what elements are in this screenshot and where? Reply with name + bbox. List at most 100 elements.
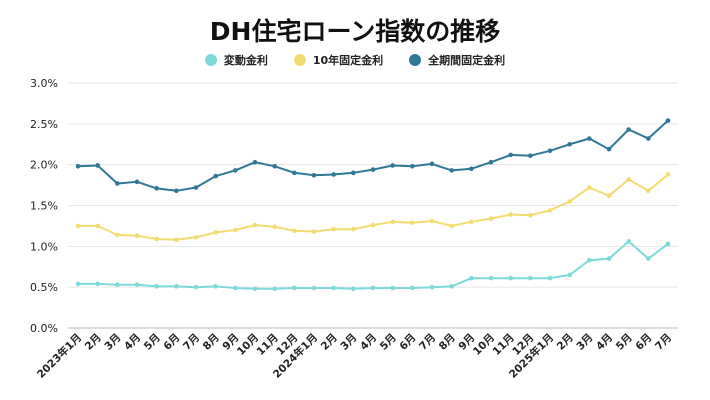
data-point (370, 285, 376, 291)
data-point (331, 226, 336, 232)
x-tick-label: 8月 (201, 332, 222, 353)
x-tick-label: 6月 (633, 332, 654, 353)
x-tick-label: 2023年1月 (34, 331, 84, 381)
data-point (351, 226, 356, 232)
x-tick-label: 6月 (161, 332, 182, 353)
data-point (154, 236, 159, 242)
data-point (95, 223, 100, 229)
legend: 変動金利 10年固定金利 全期間固定金利 (0, 52, 710, 68)
data-point (390, 163, 395, 168)
legend-swatch (409, 54, 422, 66)
data-point (488, 275, 494, 281)
data-point (292, 170, 297, 176)
data-point (429, 161, 435, 167)
data-point (449, 223, 454, 229)
series-line-0 (78, 240, 669, 290)
x-tick-label: 3月 (574, 332, 595, 353)
x-tick-label: 8月 (437, 332, 458, 353)
data-point (95, 281, 100, 287)
series-line-2 (77, 119, 669, 192)
data-point (528, 213, 533, 218)
y-tick-label: 2.5% (30, 118, 58, 131)
data-point (134, 233, 140, 239)
x-tick-label: 10月 (235, 332, 261, 358)
data-point (508, 275, 513, 281)
data-point (213, 230, 218, 235)
y-tick-label: 0.5% (30, 281, 58, 294)
data-point (606, 146, 612, 152)
data-point (233, 227, 238, 233)
data-point (272, 164, 277, 169)
x-tick-label: 4月 (122, 332, 143, 353)
data-point (292, 228, 297, 234)
data-point (134, 282, 140, 288)
chart-title: DH住宅ローン指数の推移 (209, 17, 501, 46)
x-tick-label: 11月 (255, 332, 281, 358)
data-point (134, 179, 140, 185)
data-point (154, 284, 159, 289)
data-point (213, 284, 218, 289)
data-point (547, 208, 553, 213)
legend-item-variable: 変動金利 (204, 52, 268, 68)
x-tick-label: 7月 (653, 332, 674, 353)
y-tick-label: 1.5% (30, 200, 58, 213)
data-point (606, 256, 612, 261)
data-point (528, 153, 533, 158)
legend-label: 10年固定金利 (312, 54, 384, 67)
x-tick-label: 4月 (594, 332, 615, 353)
data-point (311, 285, 317, 291)
y-tick-label: 1.0% (30, 240, 58, 253)
data-point (193, 185, 199, 190)
data-point (410, 220, 415, 225)
x-tick-label: 2月 (555, 332, 576, 353)
data-point (370, 167, 376, 172)
series-line-1 (78, 173, 669, 241)
x-tick-label: 4月 (358, 332, 379, 353)
legend-swatch (204, 54, 217, 66)
legend-item-full-fixed: 全期間固定金利 (409, 52, 505, 68)
data-point (528, 275, 533, 281)
data-point (233, 285, 238, 291)
data-point (272, 286, 277, 292)
data-point (410, 164, 415, 169)
data-point (488, 216, 494, 221)
data-point (626, 127, 631, 132)
data-point (252, 222, 258, 228)
data-point (370, 222, 376, 228)
legend-item-10y-fixed: 10年固定金利 (293, 52, 384, 68)
data-point (646, 188, 651, 194)
data-point (75, 223, 81, 229)
data-point (331, 285, 336, 291)
data-point (567, 199, 572, 204)
data-point (410, 285, 415, 291)
data-point (390, 219, 395, 225)
data-point (626, 177, 631, 182)
data-point (174, 237, 179, 243)
data-point (174, 188, 179, 194)
y-tick-label: 2.0% (30, 159, 58, 172)
data-point (154, 186, 159, 191)
data-point (626, 239, 631, 244)
data-point (75, 164, 81, 169)
data-point (567, 141, 572, 147)
data-point (665, 118, 671, 123)
data-point (193, 235, 199, 240)
data-point (174, 284, 179, 289)
data-point (311, 172, 317, 178)
x-tick-label: 6月 (397, 332, 418, 353)
y-tick-label: 0.0% (30, 322, 58, 335)
data-point (75, 281, 81, 287)
data-point (665, 172, 671, 177)
data-point (233, 168, 238, 173)
data-point (115, 232, 120, 238)
legend-swatch (293, 54, 306, 66)
y-tick-label: 3.0% (30, 77, 58, 90)
data-point (587, 257, 592, 263)
data-point (331, 172, 336, 177)
data-point (351, 286, 356, 292)
data-point (351, 170, 356, 176)
x-tick-label: 3月 (102, 332, 123, 353)
data-point (587, 185, 592, 190)
data-point (252, 159, 258, 165)
